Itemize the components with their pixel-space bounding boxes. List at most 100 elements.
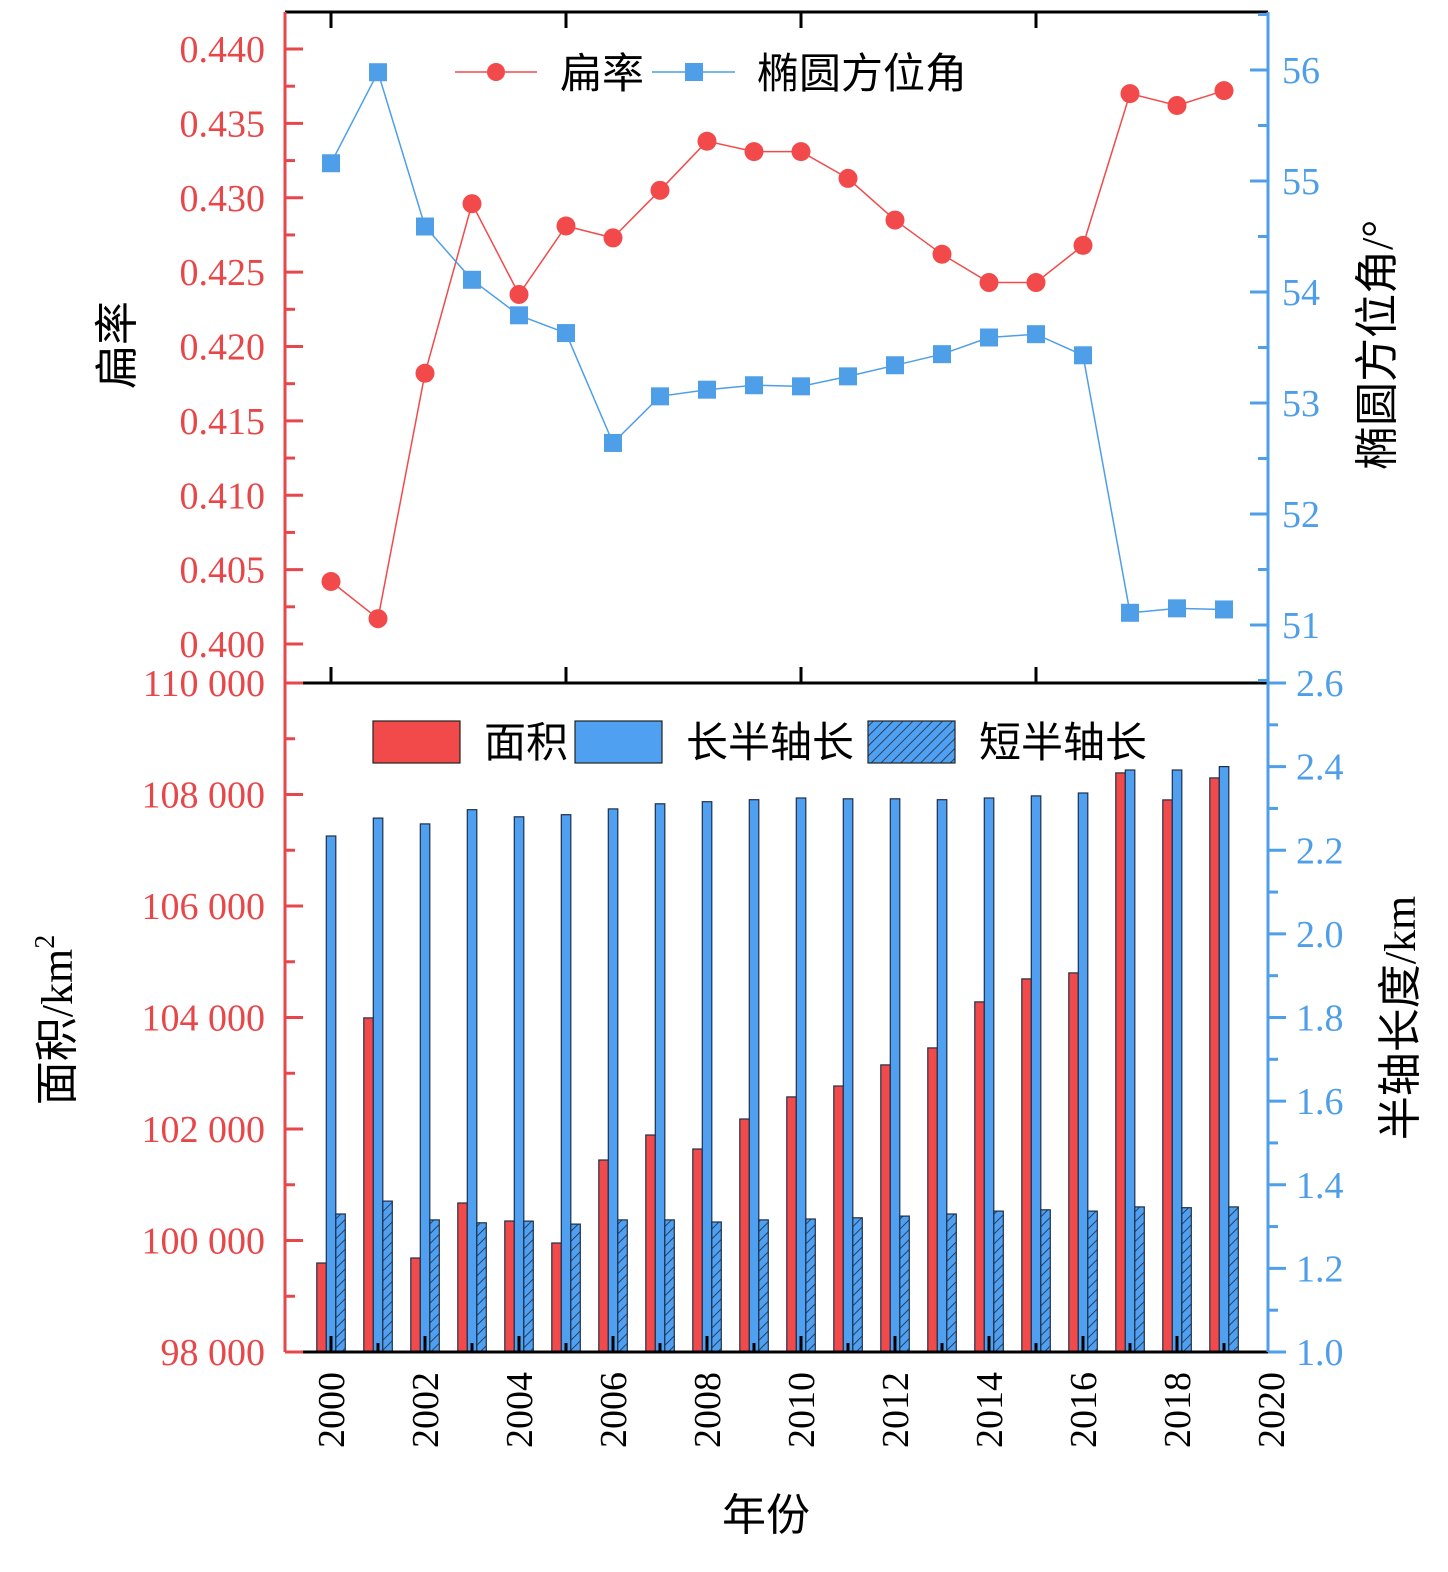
top-right-tick-label: 56	[1282, 50, 1320, 92]
azimuth-point	[416, 217, 434, 236]
bottom-left-tick-label: 104 000	[142, 998, 266, 1040]
bottom-left-tick-label: 108 000	[142, 775, 266, 817]
x-tick-label: 2016	[1063, 1372, 1105, 1448]
minor-axis-bar	[946, 1213, 957, 1353]
azimuth-series-line	[330, 70, 1225, 614]
azimuth-point	[510, 306, 528, 325]
area-bar	[504, 1220, 515, 1353]
bottom-axes: 98 000 100 000 102 000 104 000 106 000 108 00…	[142, 663, 1344, 1448]
minor-axis-bar	[1228, 1206, 1239, 1353]
minor-axis-bar	[570, 1223, 581, 1353]
legend-label-azimuth: 椭圆方位角	[757, 51, 967, 98]
minor-axis-bar	[335, 1213, 346, 1353]
top-plot-area	[321, 63, 1234, 629]
flattening-point	[368, 609, 388, 629]
x-tick-label: 2018	[1157, 1372, 1199, 1448]
flattening-point	[650, 180, 670, 200]
area-bar	[927, 1047, 938, 1353]
bottom-right-tick-label: 1.2	[1296, 1248, 1344, 1290]
flattening-point	[1167, 96, 1187, 116]
azimuth-point	[369, 63, 387, 82]
x-axis-title: 年份	[722, 1491, 810, 1540]
top-left-tick-label: 0.400	[180, 624, 266, 666]
minor-axis-bar	[1040, 1209, 1051, 1353]
area-bar	[739, 1118, 750, 1353]
minor-axis-bar	[523, 1220, 534, 1353]
x-tick-label: 2000	[311, 1372, 353, 1448]
bottom-right-axis-title: 半轴长度/km	[1376, 896, 1425, 1140]
area-bar	[880, 1064, 891, 1353]
area-bar	[1209, 777, 1220, 1353]
minor-axis-bar	[1181, 1207, 1192, 1353]
x-tick-label: 2004	[499, 1372, 541, 1448]
minor-axis-bar	[429, 1219, 440, 1353]
top-left-tick-label: 0.415	[180, 401, 266, 443]
flattening-point	[509, 284, 529, 304]
area-bar	[1162, 799, 1173, 1353]
top-left-tick-label: 0.420	[180, 327, 266, 369]
major-axis-bar	[936, 799, 948, 1353]
major-axis-bar	[560, 814, 572, 1353]
major-axis-bar	[842, 798, 854, 1353]
x-tick-label: 2006	[593, 1372, 635, 1448]
x-tick-label: 2012	[875, 1372, 917, 1448]
azimuth-point	[557, 324, 575, 343]
area-bar	[598, 1159, 609, 1353]
bottom-left-tick-label: 98 000	[161, 1332, 266, 1374]
major-axis-bar	[1218, 765, 1230, 1353]
azimuth-point	[1027, 325, 1045, 344]
major-axis-bar	[607, 808, 619, 1353]
flattening-point	[462, 194, 482, 214]
azimuth-point	[1168, 599, 1186, 618]
minor-axis-bar	[476, 1222, 487, 1353]
bottom-right-tick-label: 2.4	[1296, 747, 1344, 789]
major-axis-bar	[513, 816, 525, 1353]
major-axis-bar	[1171, 769, 1183, 1353]
legend-swatch-major-axis	[574, 720, 663, 764]
bottom-right-tick-label: 1.4	[1296, 1165, 1344, 1207]
top-right-tick-label: 53	[1282, 383, 1320, 425]
major-axis-bar	[466, 809, 478, 1353]
flattening-point	[1214, 81, 1234, 101]
flattening-point	[1073, 235, 1093, 255]
top-left-tick-label: 0.440	[180, 29, 266, 71]
area-bar	[833, 1085, 844, 1353]
flattening-point	[979, 273, 999, 293]
bottom-left-axis-title-main: 面积/km	[33, 949, 82, 1105]
azimuth-point	[651, 387, 669, 406]
bottom-left-tick-label: 106 000	[142, 886, 266, 928]
top-legend: 扁率 椭圆方位角	[455, 51, 967, 98]
major-axis-bar	[372, 817, 384, 1353]
azimuth-point	[980, 328, 998, 347]
major-axis-bar	[889, 798, 901, 1353]
flattening-point	[556, 216, 576, 236]
legend-label-minor-axis: 短半轴长	[979, 721, 1147, 767]
top-right-axis-title: 椭圆方位角/°	[1353, 220, 1402, 470]
flattening-point	[603, 228, 623, 248]
top-right-tick-label: 51	[1282, 605, 1320, 647]
major-axis-bar	[748, 799, 760, 1353]
azimuth-point	[322, 154, 340, 173]
x-tick-label: 2010	[781, 1372, 823, 1448]
legend-label-flattening: 扁率	[560, 51, 644, 98]
bottom-left-axis-title-sup: 2	[30, 935, 61, 949]
top-right-tick-label: 54	[1282, 272, 1320, 314]
top-left-tick-label: 0.425	[180, 252, 266, 294]
minor-axis-bar	[899, 1215, 910, 1353]
minor-axis-bar	[805, 1218, 816, 1353]
bottom-right-tick-label: 2.0	[1296, 914, 1344, 956]
bottom-legend: 面积 长半轴长 短半轴长	[372, 720, 1147, 767]
azimuth-point	[745, 376, 763, 395]
flattening-point	[932, 244, 952, 264]
bottom-left-tick-label: 100 000	[142, 1221, 266, 1263]
legend-label-major-axis: 长半轴长	[686, 721, 854, 767]
flattening-point	[1026, 273, 1046, 293]
major-axis-bar	[1124, 769, 1136, 1353]
legend-marker-square	[685, 63, 703, 81]
flattening-point	[415, 363, 435, 383]
minor-axis-bar	[852, 1217, 863, 1353]
bottom-left-tick-label: 110 000	[143, 663, 265, 705]
azimuth-point	[1215, 600, 1233, 619]
